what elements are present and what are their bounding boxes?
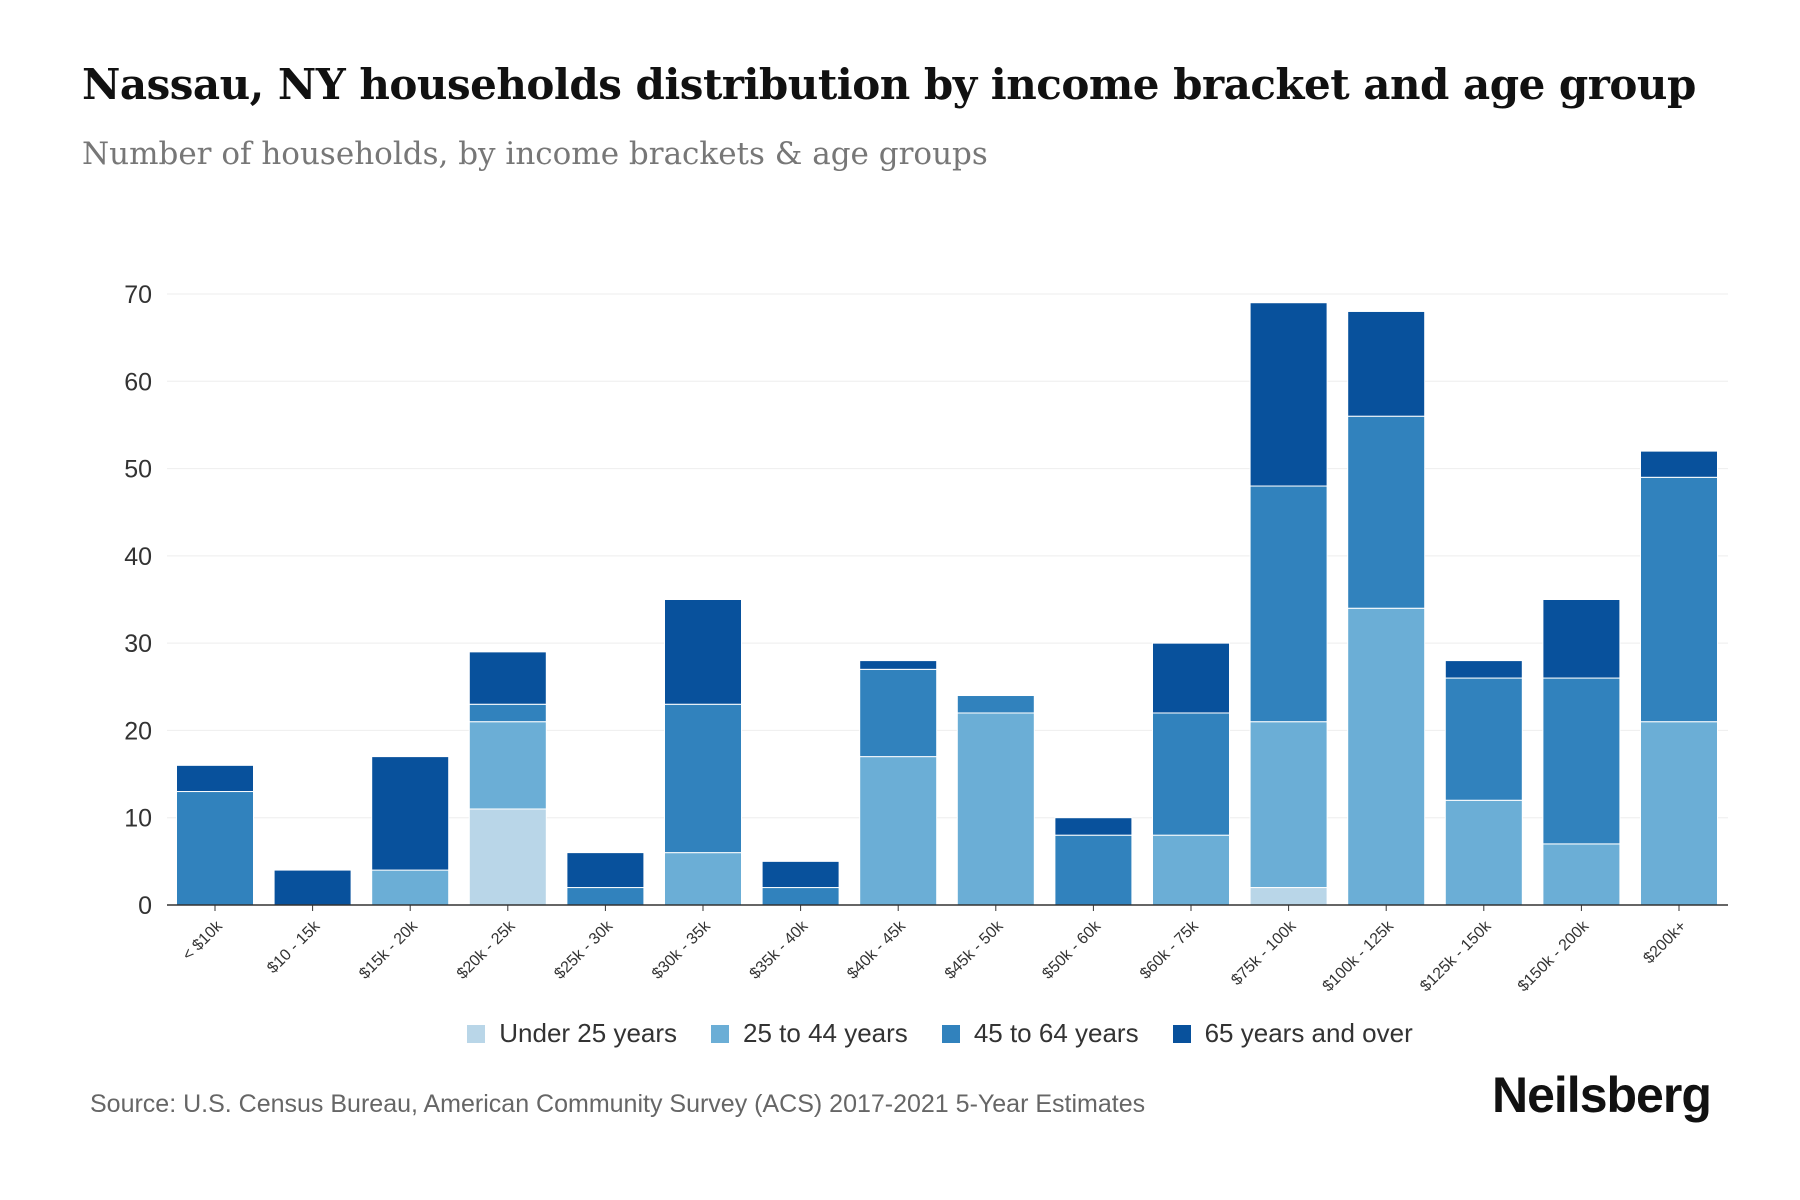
bar-segment	[664, 703, 742, 854]
bar-segment	[1152, 834, 1230, 906]
bar-segment	[761, 860, 840, 889]
bar-segment	[273, 869, 352, 906]
bar-segment	[956, 712, 1035, 906]
bar-segment	[176, 791, 254, 906]
bar-segment	[1640, 476, 1718, 723]
bar-segment	[371, 756, 450, 871]
bar-segment	[956, 695, 1035, 714]
chart-title: Nassau, NY households distribution by in…	[82, 60, 1696, 109]
bar-segment	[566, 852, 645, 889]
bar-segment	[1542, 843, 1621, 906]
y-tick-label: 40	[124, 543, 152, 571]
legend-label: 65 years and over	[1204, 1018, 1413, 1048]
bar-segment	[1347, 415, 1426, 609]
bar-segment	[468, 721, 547, 810]
y-axis: 0 10 20 30 40 50 60 70	[124, 281, 152, 920]
y-tick-label: 30	[124, 630, 152, 658]
legend-item: 45 to 64 years	[941, 1018, 1139, 1049]
bar-segment	[1347, 310, 1426, 417]
bar-segment	[1054, 817, 1133, 836]
y-tick-label: 60	[124, 368, 152, 396]
bars	[176, 302, 1718, 906]
legend-label: Under 25 years	[499, 1018, 678, 1048]
y-tick-label: 70	[124, 281, 152, 309]
bar-segment	[1542, 677, 1621, 845]
x-tick-label: $200k+	[1640, 918, 1689, 967]
x-tick-label: $40k - 45k	[844, 917, 910, 983]
bar-segment	[371, 869, 450, 906]
bar-segment	[1444, 677, 1523, 801]
bar-segment	[1444, 660, 1523, 679]
x-tick-label: $75k - 100k	[1228, 917, 1300, 989]
bar-segment	[468, 651, 547, 705]
legend-label: 25 to 44 years	[743, 1018, 908, 1048]
x-tick-label: $10 - 15k	[264, 917, 324, 977]
x-tick-label: < $10k	[180, 917, 227, 964]
bar-segment	[1152, 712, 1230, 836]
legend-swatch	[1172, 1024, 1191, 1043]
y-tick-label: 0	[138, 892, 152, 920]
bar-segment	[1640, 721, 1718, 906]
x-tick-label: $125k - 150k	[1417, 917, 1495, 995]
bar-segment	[859, 756, 938, 906]
legend-swatch	[467, 1024, 486, 1043]
bar-segment	[859, 660, 938, 670]
bar-segment	[1249, 485, 1328, 723]
legend-item: 25 to 44 years	[711, 1018, 908, 1049]
x-tick-label: $25k - 30k	[551, 917, 617, 983]
bar-segment	[1054, 834, 1133, 906]
x-tick-label: $150k - 200k	[1515, 917, 1593, 995]
bar-segment	[1152, 642, 1230, 714]
y-tick-label: 20	[124, 717, 152, 745]
x-tick-label: $15k - 20k	[356, 917, 422, 983]
bar-segment	[468, 808, 547, 906]
bar-segment	[1249, 302, 1328, 487]
neilsberg-logo: Neilsberg	[1492, 1067, 1712, 1123]
legend-swatch	[941, 1024, 960, 1043]
bar-segment	[859, 668, 938, 758]
x-tick-label: $35k - 40k	[747, 917, 813, 983]
bar-segment	[1347, 607, 1426, 906]
bar-segment	[1249, 721, 1328, 889]
bar-segment	[566, 887, 645, 906]
bar-segment	[1542, 599, 1621, 679]
x-tick-label: $20k - 25k	[454, 917, 520, 983]
legend-swatch	[711, 1024, 730, 1043]
x-tick-label: $30k - 35k	[649, 917, 715, 983]
y-tick-label: 10	[124, 805, 152, 833]
bar-segment	[1444, 799, 1523, 906]
legend-item: 65 years and over	[1172, 1018, 1413, 1049]
legend-item: Under 25 years	[467, 1018, 677, 1049]
x-tick-label: $60k - 75k	[1137, 917, 1203, 983]
source-note: Source: U.S. Census Bureau, American Com…	[90, 1090, 1146, 1118]
chart-subtitle: Number of households, by income brackets…	[82, 136, 988, 172]
x-tick-label: $45k - 50k	[942, 917, 1008, 983]
bar-segment	[468, 703, 547, 723]
y-tick-label: 50	[124, 456, 152, 484]
legend-label: 45 to 64 years	[973, 1018, 1139, 1048]
bar-segment	[176, 764, 254, 793]
bar-segment	[1249, 887, 1328, 906]
bar-segment	[761, 887, 840, 906]
x-tick-label: $100k - 125k	[1320, 917, 1398, 995]
legend: Under 25 years 25 to 44 years 45 to 64 yea…	[0, 1018, 1800, 1049]
bar-segment	[664, 599, 742, 705]
x-axis: < $10k $10 - 15k $15k - 20k $20k - 25k $25k …	[167, 904, 1728, 995]
bar-segment	[664, 852, 742, 906]
stacked-bar-chart: < $10k $10 - 15k $15k - 20k $20k - 25k $25k …	[124, 281, 1728, 995]
x-tick-label: $50k - 60k	[1039, 917, 1105, 983]
bar-segment	[1640, 450, 1718, 478]
